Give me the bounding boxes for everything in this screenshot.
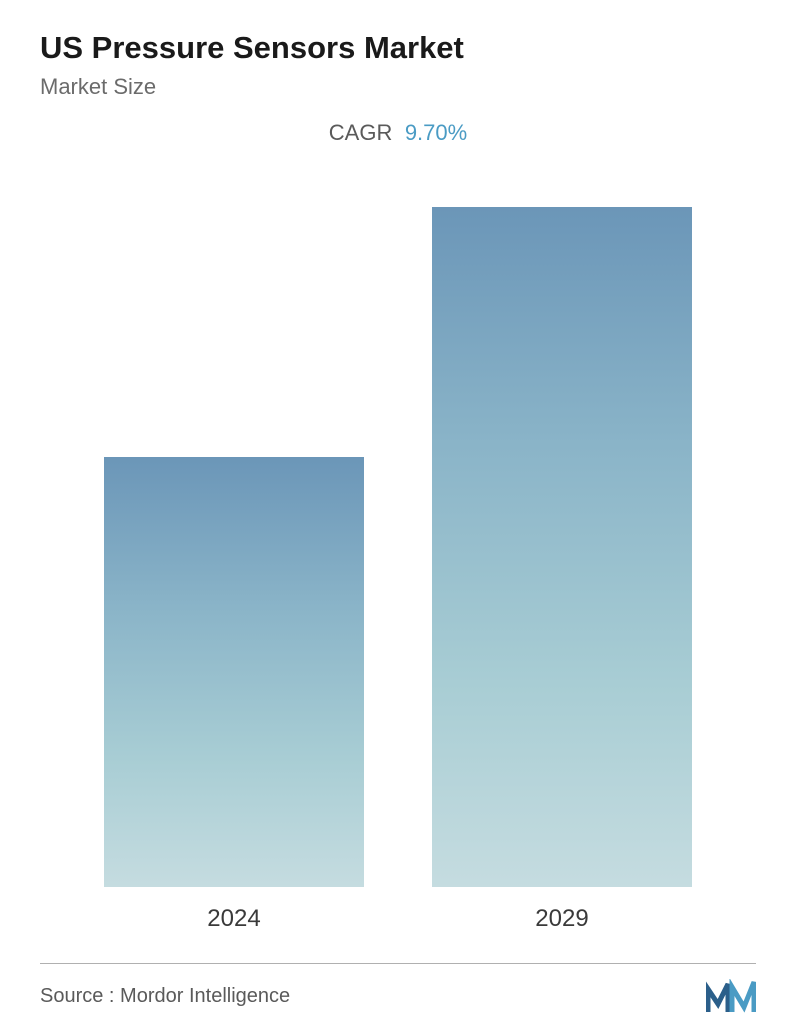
bar-label-2029: 2029 <box>535 905 588 933</box>
source-label: Source : <box>40 985 114 1007</box>
cagr-value: 9.70% <box>405 120 467 145</box>
bar-group-2024: 2024 <box>104 457 364 933</box>
chart-container: US Pressure Sensors Market Market Size C… <box>0 0 796 1034</box>
bar-2024 <box>104 457 364 887</box>
source-text: Source : Mordor Intelligence <box>40 985 290 1008</box>
cagr-row: CAGR 9.70% <box>40 120 756 146</box>
bar-group-2029: 2029 <box>432 207 692 933</box>
chart-area: 2024 2029 <box>40 186 756 953</box>
chart-title: US Pressure Sensors Market <box>40 30 756 66</box>
mordor-logo-icon <box>706 979 756 1014</box>
footer: Source : Mordor Intelligence <box>40 963 756 1014</box>
source-name: Mordor Intelligence <box>120 985 290 1007</box>
cagr-label: CAGR <box>329 120 393 145</box>
bar-2029 <box>432 207 692 887</box>
chart-subtitle: Market Size <box>40 74 756 100</box>
bar-label-2024: 2024 <box>207 905 260 933</box>
